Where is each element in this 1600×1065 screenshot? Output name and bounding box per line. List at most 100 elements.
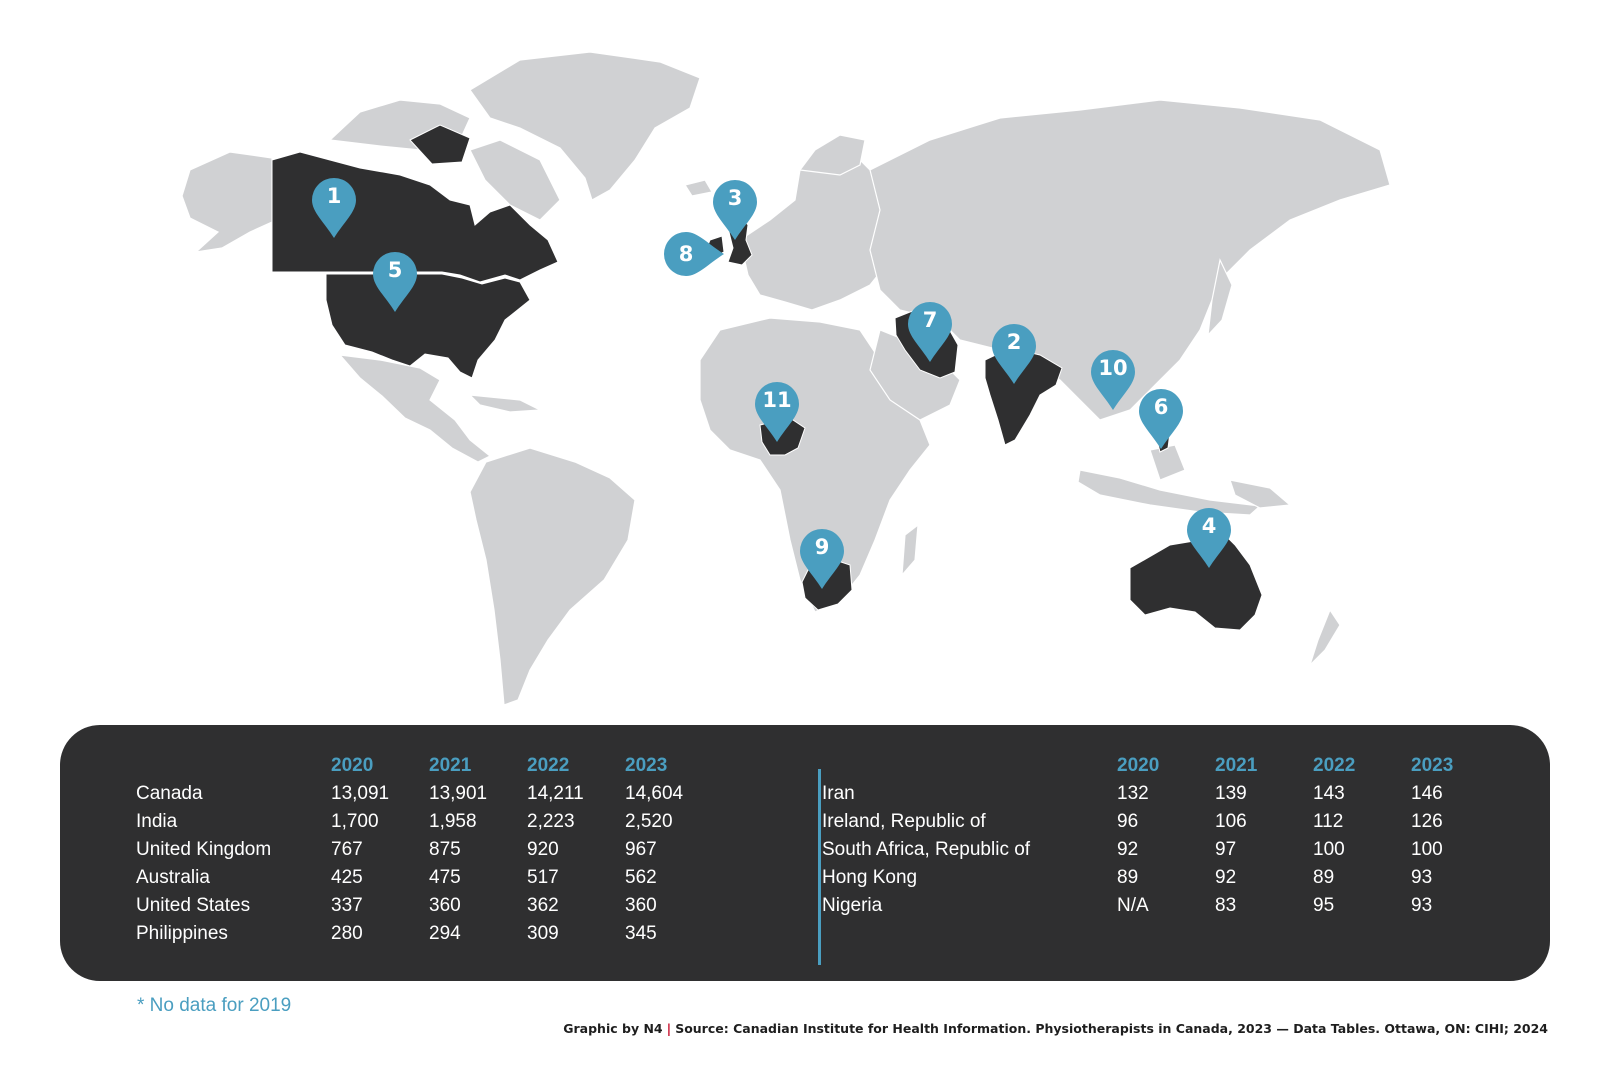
madagascar-land [901,523,919,577]
map-pin-icon [1187,508,1231,568]
marker-11[interactable]: 11 [753,380,801,444]
table-right: 2020 2021 2022 2023 Iran 132 139 143 146… [822,755,1482,923]
value-cell: 14,604 [625,783,684,804]
value-cell: 14,211 [527,783,584,804]
value-cell: 475 [429,867,461,888]
value-cell: 95 [1313,895,1335,916]
greenland-land [469,51,701,201]
country-name: Canada [136,783,203,804]
source-credit: Graphic by N4 | Source: Canadian Institute… [563,1021,1548,1036]
value-cell: 92 [1117,839,1139,860]
value-cell: 1,958 [429,811,477,832]
country-name: Iran [822,783,855,804]
value-cell: 100 [1313,839,1345,860]
marker-2[interactable]: 2 [990,322,1038,386]
country-name: India [136,811,178,832]
value-cell: 920 [527,839,559,860]
marker-number: 7 [922,308,938,332]
table-row: Nigeria N/A 83 95 93 [822,895,1482,923]
value-cell: 362 [527,895,559,916]
value-cell: 309 [527,923,559,944]
marker-10[interactable]: 10 [1089,348,1137,412]
marker-7[interactable]: 7 [906,300,954,364]
value-cell: 13,091 [331,783,390,804]
value-cell: 89 [1313,867,1335,888]
table-row: Iran 132 139 143 146 [822,783,1482,811]
value-cell: 13,901 [429,783,488,804]
value-cell: 294 [429,923,461,944]
table-row: Philippines 280 294 309 345 [136,923,756,951]
table-row: South Africa, Republic of 92 97 100 100 [822,839,1482,867]
marker-6[interactable]: 6 [1137,387,1185,451]
table-row: United States 337 360 362 360 [136,895,756,923]
table-row: Australia 425 475 517 562 [136,867,756,895]
map-pin-icon [992,324,1036,384]
map-pin-icon [713,180,757,240]
marker-number: 4 [1201,514,1217,538]
value-cell: 132 [1117,783,1149,804]
value-cell: 100 [1411,839,1443,860]
map-pin-icon [800,529,844,589]
year-header: 2022 [527,755,570,776]
value-cell: 337 [331,895,363,916]
marker-number: 6 [1153,395,1169,419]
value-cell: N/A [1117,895,1149,916]
marker-8[interactable]: 8 [662,230,724,294]
value-cell: 83 [1215,895,1237,916]
table-divider [818,769,821,965]
value-cell: 143 [1313,783,1345,804]
table-header-row: 2020 2021 2022 2023 [822,755,1482,783]
data-table-panel: 2020 2021 2022 2023 Canada 13,091 13,901… [60,725,1550,981]
value-cell: 146 [1411,783,1443,804]
country-name: Philippines [136,923,228,944]
marker-4[interactable]: 4 [1185,506,1233,570]
africa-land [699,317,931,613]
value-cell: 425 [331,867,363,888]
map-pin-icon [312,178,356,238]
map-pin-icon [1139,389,1183,449]
marker-1[interactable]: 1 [310,176,358,240]
map-pin-icon [664,232,724,276]
table-row: Hong Kong 89 92 89 93 [822,867,1482,895]
value-cell: 1,700 [331,811,379,832]
scandinavia-land [798,134,866,176]
new-guinea-land [1229,479,1292,509]
value-cell: 2,520 [625,811,673,832]
marker-9[interactable]: 9 [798,527,846,591]
year-header: 2023 [1411,755,1454,776]
value-cell: 93 [1411,895,1433,916]
world-map-svg [181,51,1391,706]
map-pin-icon [908,302,952,362]
value-cell: 93 [1411,867,1433,888]
credit-by: Graphic by N4 [563,1021,663,1036]
credit-separator: | [666,1021,672,1036]
map-pin-icon [755,382,799,442]
value-cell: 360 [429,895,461,916]
table-row: Ireland, Republic of 96 106 112 126 [822,811,1482,839]
marker-number: 9 [814,535,830,559]
value-cell: 97 [1215,839,1237,860]
table-row: United Kingdom 767 875 920 967 [136,839,756,867]
year-header: 2020 [1117,755,1160,776]
value-cell: 106 [1215,811,1247,832]
footnote: * No data for 2019 [137,995,292,1016]
marker-number: 3 [727,186,743,210]
table-header-row: 2020 2021 2022 2023 [136,755,756,783]
world-map: 1 2 3 4 5 6 7 8 9 10 11 [181,51,1391,706]
country-name: South Africa, Republic of [822,839,1031,860]
value-cell: 89 [1117,867,1139,888]
marker-number: 2 [1006,330,1022,354]
value-cell: 562 [625,867,657,888]
new-zealand-land [1309,608,1341,666]
value-cell: 112 [1313,811,1344,832]
value-cell: 345 [625,923,657,944]
value-cell: 96 [1117,811,1139,832]
year-header: 2021 [429,755,472,776]
table-row: Canada 13,091 13,901 14,211 14,604 [136,783,756,811]
map-pin-icon [1091,350,1135,410]
marker-3[interactable]: 3 [711,178,759,242]
value-cell: 875 [429,839,461,860]
caribbean-land [468,394,543,413]
marker-5[interactable]: 5 [371,250,419,314]
value-cell: 92 [1215,867,1237,888]
